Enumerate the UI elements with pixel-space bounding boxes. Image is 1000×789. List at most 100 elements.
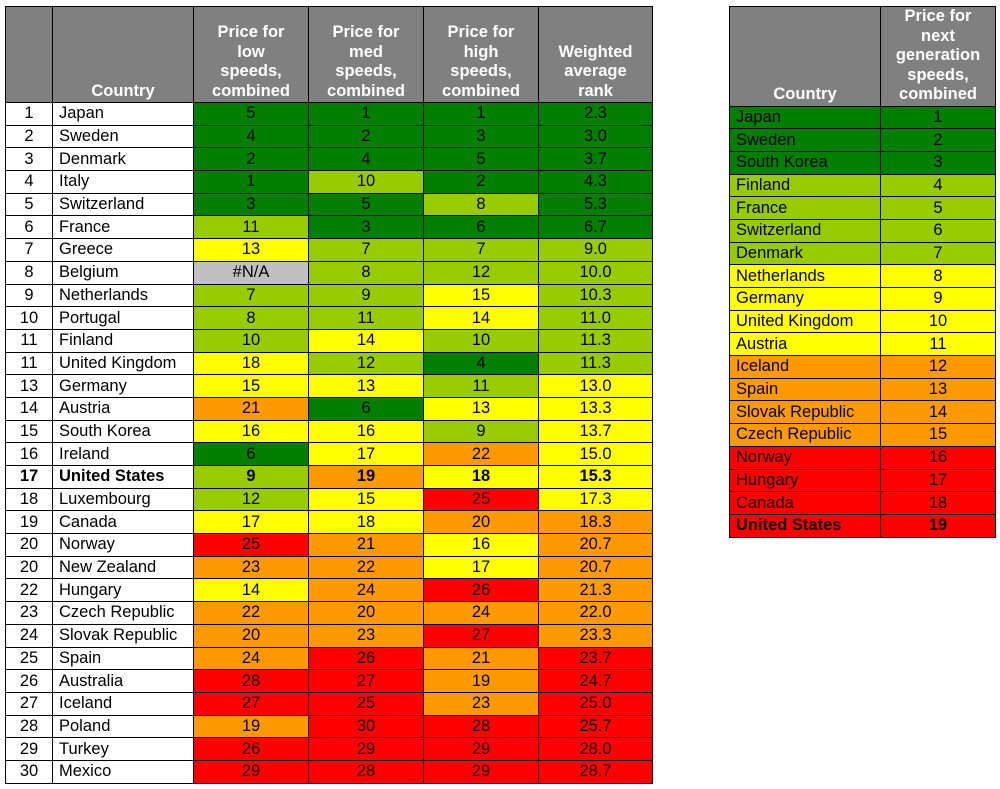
- next-generation-cell: 13: [880, 377, 996, 402]
- med-speeds-cell: 26: [308, 646, 424, 671]
- table-row: 6 France 11 3 6 6.7: [5, 215, 653, 240]
- header-line: combined: [327, 81, 405, 100]
- high-speeds-cell: 7: [423, 238, 539, 262]
- table-row: Slovak Republic 14: [729, 400, 996, 425]
- next-generation-cell: 12: [880, 355, 996, 379]
- med-speeds-cell: 12: [308, 351, 424, 376]
- low-speeds-cell: 19: [193, 714, 309, 739]
- med-speeds-cell: 10: [308, 170, 424, 194]
- table-row: 29 Turkey 26 29 29 28.0: [5, 737, 653, 761]
- next-generation-cell: 15: [880, 423, 996, 447]
- table-row: 14 Austria 21 6 13 13.3: [5, 396, 653, 421]
- table-row: Switzerland 6: [729, 218, 996, 243]
- country-cell: United States: [729, 513, 881, 538]
- high-speeds-cell: 17: [423, 555, 539, 580]
- weighted-average-cell: 3.7: [538, 147, 653, 172]
- med-speeds-cell: 11: [308, 306, 424, 330]
- high-speeds-cell: 21: [423, 646, 539, 671]
- med-speeds-cell: 18: [308, 510, 424, 535]
- country-cell: Hungary: [52, 578, 194, 603]
- med-speeds-cell: 16: [308, 419, 424, 444]
- med-speeds-cell: 7: [308, 238, 424, 262]
- country-cell: Switzerland: [729, 218, 881, 243]
- low-speeds-cell: 20: [193, 623, 309, 648]
- country-header: Country: [52, 6, 194, 103]
- weighted-average-cell: 18.3: [538, 510, 653, 535]
- med-speeds-cell: 29: [308, 737, 424, 761]
- high-speeds-cell: 2: [423, 170, 539, 194]
- low-speeds-cell: 22: [193, 601, 309, 625]
- rank-cell: 1: [5, 102, 53, 126]
- weighted-average-cell: 20.7: [538, 533, 653, 557]
- low-speeds-cell: 6: [193, 442, 309, 466]
- next-generation-cell: 3: [880, 150, 996, 175]
- rank-cell: 11: [5, 328, 53, 353]
- weighted-average-header: Weighted average rank: [538, 6, 653, 103]
- next-generation-cell: 7: [880, 241, 996, 266]
- header-line: combined: [899, 85, 977, 103]
- country-cell: France: [52, 215, 194, 240]
- next-generation-header: Price for next generation speeds, combined: [880, 6, 996, 107]
- weighted-average-cell: 10.3: [538, 283, 653, 308]
- header-line: med: [349, 42, 383, 61]
- rank-cell: 7: [5, 238, 53, 262]
- next-generation-cell: 10: [880, 309, 996, 334]
- country-cell: Czech Republic: [52, 601, 194, 625]
- header-line: Weighted: [558, 42, 633, 61]
- med-speeds-cell: 20: [308, 601, 424, 625]
- country-cell: Finland: [729, 173, 881, 198]
- low-speeds-cell: 29: [193, 759, 309, 784]
- high-speeds-cell: 25: [423, 487, 539, 512]
- table-row: Czech Republic 15: [729, 423, 996, 447]
- high-speeds-cell: 22: [423, 442, 539, 466]
- med-speeds-cell: 9: [308, 283, 424, 308]
- low-speeds-cell: 21: [193, 396, 309, 421]
- table-row: 24 Slovak Republic 20 23 27 23.3: [5, 623, 653, 648]
- country-cell: Finland: [52, 328, 194, 353]
- rank-cell: 14: [5, 396, 53, 421]
- low-speeds-cell: 25: [193, 533, 309, 557]
- med-speeds-cell: 25: [308, 691, 424, 716]
- table-row: 19 Canada 17 18 20 18.3: [5, 510, 653, 535]
- next-generation-table: Country Price for next generation speeds, co…: [729, 6, 996, 538]
- rank-cell: 2: [5, 124, 53, 149]
- next-generation-cell: 11: [880, 332, 996, 357]
- country-cell: Germany: [52, 374, 194, 398]
- low-speeds-cell: 18: [193, 351, 309, 376]
- low-speeds-cell: 23: [193, 555, 309, 580]
- country-cell: Japan: [729, 105, 881, 130]
- country-cell: United Kingdom: [729, 309, 881, 334]
- table-row: 20 New Zealand 23 22 17 20.7: [5, 555, 653, 580]
- low-speeds-cell: 5: [193, 102, 309, 126]
- low-speeds-cell: 2: [193, 147, 309, 172]
- med-speeds-cell: 30: [308, 714, 424, 739]
- header-line: Price for: [447, 23, 515, 41]
- country-cell: Spain: [52, 646, 194, 671]
- country-cell: Iceland: [52, 691, 194, 716]
- low-speeds-cell: 4: [193, 124, 309, 149]
- main-header-row: Country Price for low speeds, combined Pric…: [5, 6, 653, 103]
- table-row: Hungary 17: [729, 468, 996, 493]
- high-speeds-cell: 5: [423, 147, 539, 172]
- country-cell: Sweden: [52, 124, 194, 149]
- next-generation-cell: 14: [880, 400, 996, 425]
- header-line: Price for: [217, 23, 285, 41]
- table-row: 18 Luxembourg 12 15 25 17.3: [5, 487, 653, 512]
- table-row: 3 Denmark 2 4 5 3.7: [5, 147, 653, 172]
- table-row: United States 19: [729, 513, 996, 538]
- rank-cell: 24: [5, 623, 53, 648]
- med-speeds-cell: 5: [308, 192, 424, 217]
- low-speeds-cell: 8: [193, 306, 309, 330]
- rank-cell: 20: [5, 555, 53, 580]
- price-rank-table: Country Price for low speeds, combined Pric…: [5, 6, 653, 784]
- rank-cell: 18: [5, 487, 53, 512]
- table-row: 15 South Korea 16 16 9 13.7: [5, 419, 653, 444]
- weighted-average-cell: 28.7: [538, 759, 653, 784]
- next-generation-cell: 17: [880, 468, 996, 493]
- country-cell: Sweden: [729, 128, 881, 152]
- rank-cell: 29: [5, 737, 53, 761]
- table-row: Spain 13: [729, 377, 996, 402]
- table-row: 5 Switzerland 3 5 8 5.3: [5, 192, 653, 217]
- next-header-row: Country Price for next generation speeds, co…: [729, 6, 996, 107]
- weighted-average-cell: 23.7: [538, 646, 653, 671]
